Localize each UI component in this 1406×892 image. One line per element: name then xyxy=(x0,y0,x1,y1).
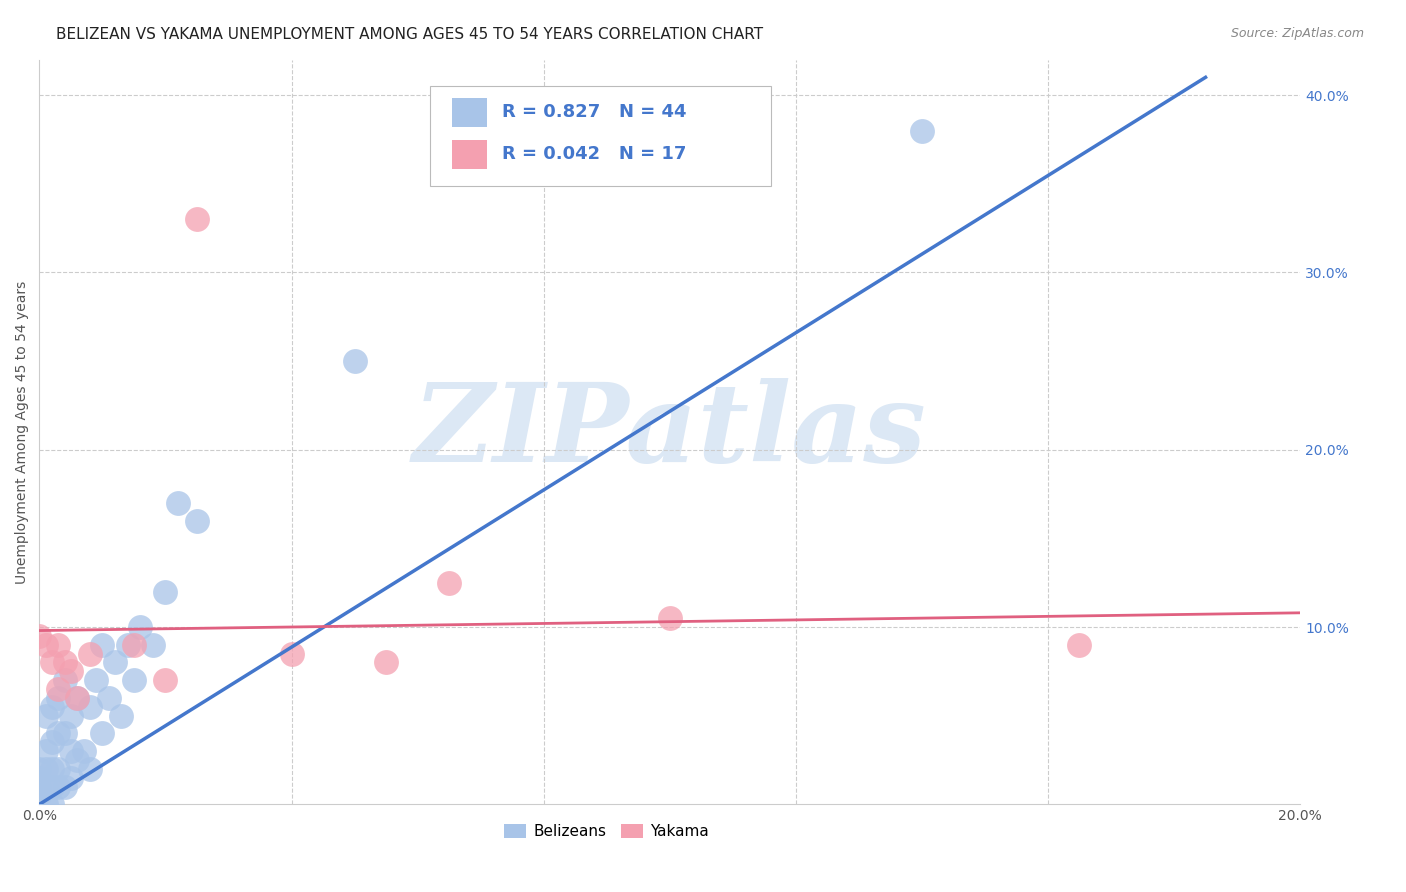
Point xyxy=(66,690,89,705)
Point xyxy=(167,496,190,510)
Text: ZIPatlas: ZIPatlas xyxy=(413,378,927,486)
Point xyxy=(41,699,63,714)
Point xyxy=(35,744,58,758)
Point xyxy=(110,708,132,723)
Point xyxy=(129,620,152,634)
Point xyxy=(79,699,101,714)
Y-axis label: Unemployment Among Ages 45 to 54 years: Unemployment Among Ages 45 to 54 years xyxy=(15,280,30,583)
Point xyxy=(104,656,127,670)
Point xyxy=(59,771,82,785)
Point xyxy=(59,744,82,758)
Point xyxy=(46,762,69,776)
Legend: Belizeans, Yakama: Belizeans, Yakama xyxy=(498,818,716,845)
Point xyxy=(911,123,934,137)
Point xyxy=(41,797,63,812)
Point xyxy=(343,354,366,368)
Point xyxy=(53,780,76,794)
Point xyxy=(59,665,82,679)
Point xyxy=(41,780,63,794)
Point xyxy=(97,690,120,705)
FancyBboxPatch shape xyxy=(430,86,770,186)
Text: Source: ZipAtlas.com: Source: ZipAtlas.com xyxy=(1230,27,1364,40)
Point xyxy=(79,647,101,661)
Point xyxy=(79,762,101,776)
Point xyxy=(117,638,139,652)
Point xyxy=(142,638,165,652)
Point xyxy=(28,629,51,643)
Point xyxy=(84,673,107,688)
Point xyxy=(41,762,63,776)
Point xyxy=(1069,638,1091,652)
Point xyxy=(35,797,58,812)
Point xyxy=(28,771,51,785)
Point xyxy=(35,708,58,723)
Point xyxy=(46,638,69,652)
Point xyxy=(41,656,63,670)
Point xyxy=(155,673,177,688)
Point xyxy=(66,690,89,705)
Point xyxy=(35,638,58,652)
Point xyxy=(46,726,69,740)
Text: R = 0.827   N = 44: R = 0.827 N = 44 xyxy=(502,103,686,121)
Point xyxy=(280,647,302,661)
Point xyxy=(35,780,58,794)
Point xyxy=(28,789,51,803)
Point xyxy=(122,673,145,688)
Point xyxy=(186,514,208,528)
Point xyxy=(53,673,76,688)
Point xyxy=(186,212,208,227)
Point xyxy=(53,656,76,670)
Point xyxy=(41,735,63,749)
Point xyxy=(28,780,51,794)
Point xyxy=(35,762,58,776)
FancyBboxPatch shape xyxy=(451,98,486,127)
Point xyxy=(375,656,398,670)
Point xyxy=(46,690,69,705)
Point xyxy=(53,726,76,740)
Point xyxy=(155,584,177,599)
Point xyxy=(59,708,82,723)
FancyBboxPatch shape xyxy=(451,140,486,169)
Point xyxy=(658,611,681,625)
Point xyxy=(72,744,94,758)
Point xyxy=(91,726,114,740)
Point xyxy=(46,780,69,794)
Point xyxy=(66,753,89,767)
Text: BELIZEAN VS YAKAMA UNEMPLOYMENT AMONG AGES 45 TO 54 YEARS CORRELATION CHART: BELIZEAN VS YAKAMA UNEMPLOYMENT AMONG AG… xyxy=(56,27,763,42)
Point xyxy=(91,638,114,652)
Text: R = 0.042   N = 17: R = 0.042 N = 17 xyxy=(502,145,686,163)
Point xyxy=(28,762,51,776)
Point xyxy=(46,681,69,696)
Point xyxy=(437,575,460,590)
Point xyxy=(122,638,145,652)
